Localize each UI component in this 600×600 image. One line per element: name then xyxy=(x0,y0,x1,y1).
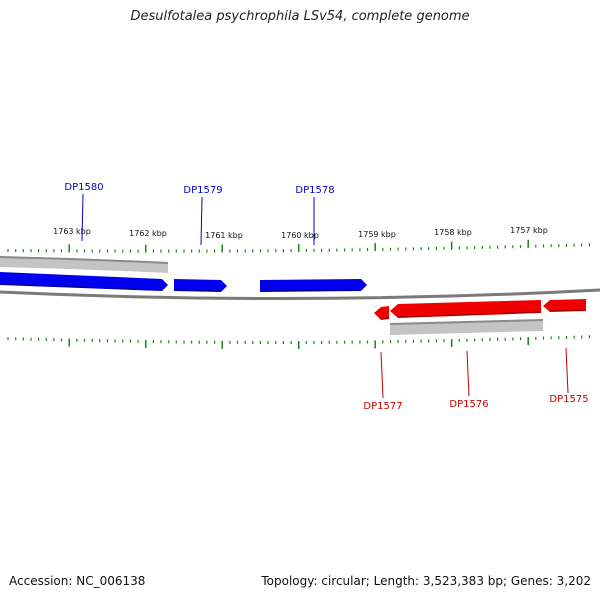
reverse-gene-dp1577[interactable] xyxy=(374,306,390,320)
tick-label-1757: 1757 kbp xyxy=(510,226,548,235)
leader-dp1576 xyxy=(466,350,470,397)
forward-gene-labels: DP1580 DP1579 DP1578 xyxy=(64,182,335,246)
reverse-gene-labels: DP1577 DP1576 DP1575 xyxy=(363,347,589,412)
leader-dp1577 xyxy=(380,351,384,399)
upper-tick-row xyxy=(7,239,591,253)
genome-backbone xyxy=(0,288,600,301)
forward-gene-dp1580[interactable] xyxy=(0,272,168,291)
reverse-gene-dp1576[interactable] xyxy=(390,300,542,318)
upper-track-band xyxy=(0,257,168,273)
leader-dp1575 xyxy=(565,347,569,394)
tick-labels: 1763 kbp 1762 kbp 1761 kbp 1760 kbp 1759… xyxy=(53,226,548,240)
forward-gene-dp1578[interactable] xyxy=(259,279,367,292)
label-dp1577: DP1577 xyxy=(363,401,402,412)
reverse-gene-dp1575[interactable] xyxy=(543,299,587,312)
label-dp1575: DP1575 xyxy=(549,394,588,405)
genome-stats-text: Topology: circular; Length: 3,523,383 bp… xyxy=(261,574,591,588)
label-dp1576: DP1576 xyxy=(449,399,488,410)
label-dp1580: DP1580 xyxy=(64,182,103,193)
lower-track-edge xyxy=(389,319,544,325)
tick-label-1763: 1763 kbp xyxy=(53,227,91,236)
leader-dp1579 xyxy=(200,196,203,246)
lower-tick-row xyxy=(7,335,591,349)
tick-label-1761: 1761 kbp xyxy=(205,231,243,240)
tick-label-1760: 1760 kbp xyxy=(281,231,319,240)
tick-label-1759: 1759 kbp xyxy=(358,230,396,239)
tick-label-1762: 1762 kbp xyxy=(129,229,167,238)
map-title: Desulfotalea psychrophila LSv54, complet… xyxy=(130,9,470,24)
tick-label-1758: 1758 kbp xyxy=(434,228,472,237)
leader-dp1580 xyxy=(81,193,84,242)
label-dp1579: DP1579 xyxy=(183,185,222,196)
accession-text: Accession: NC_006138 xyxy=(9,574,146,588)
upper-track-edge xyxy=(0,256,169,264)
label-dp1578: DP1578 xyxy=(295,185,334,196)
forward-gene-dp1579[interactable] xyxy=(173,279,227,292)
